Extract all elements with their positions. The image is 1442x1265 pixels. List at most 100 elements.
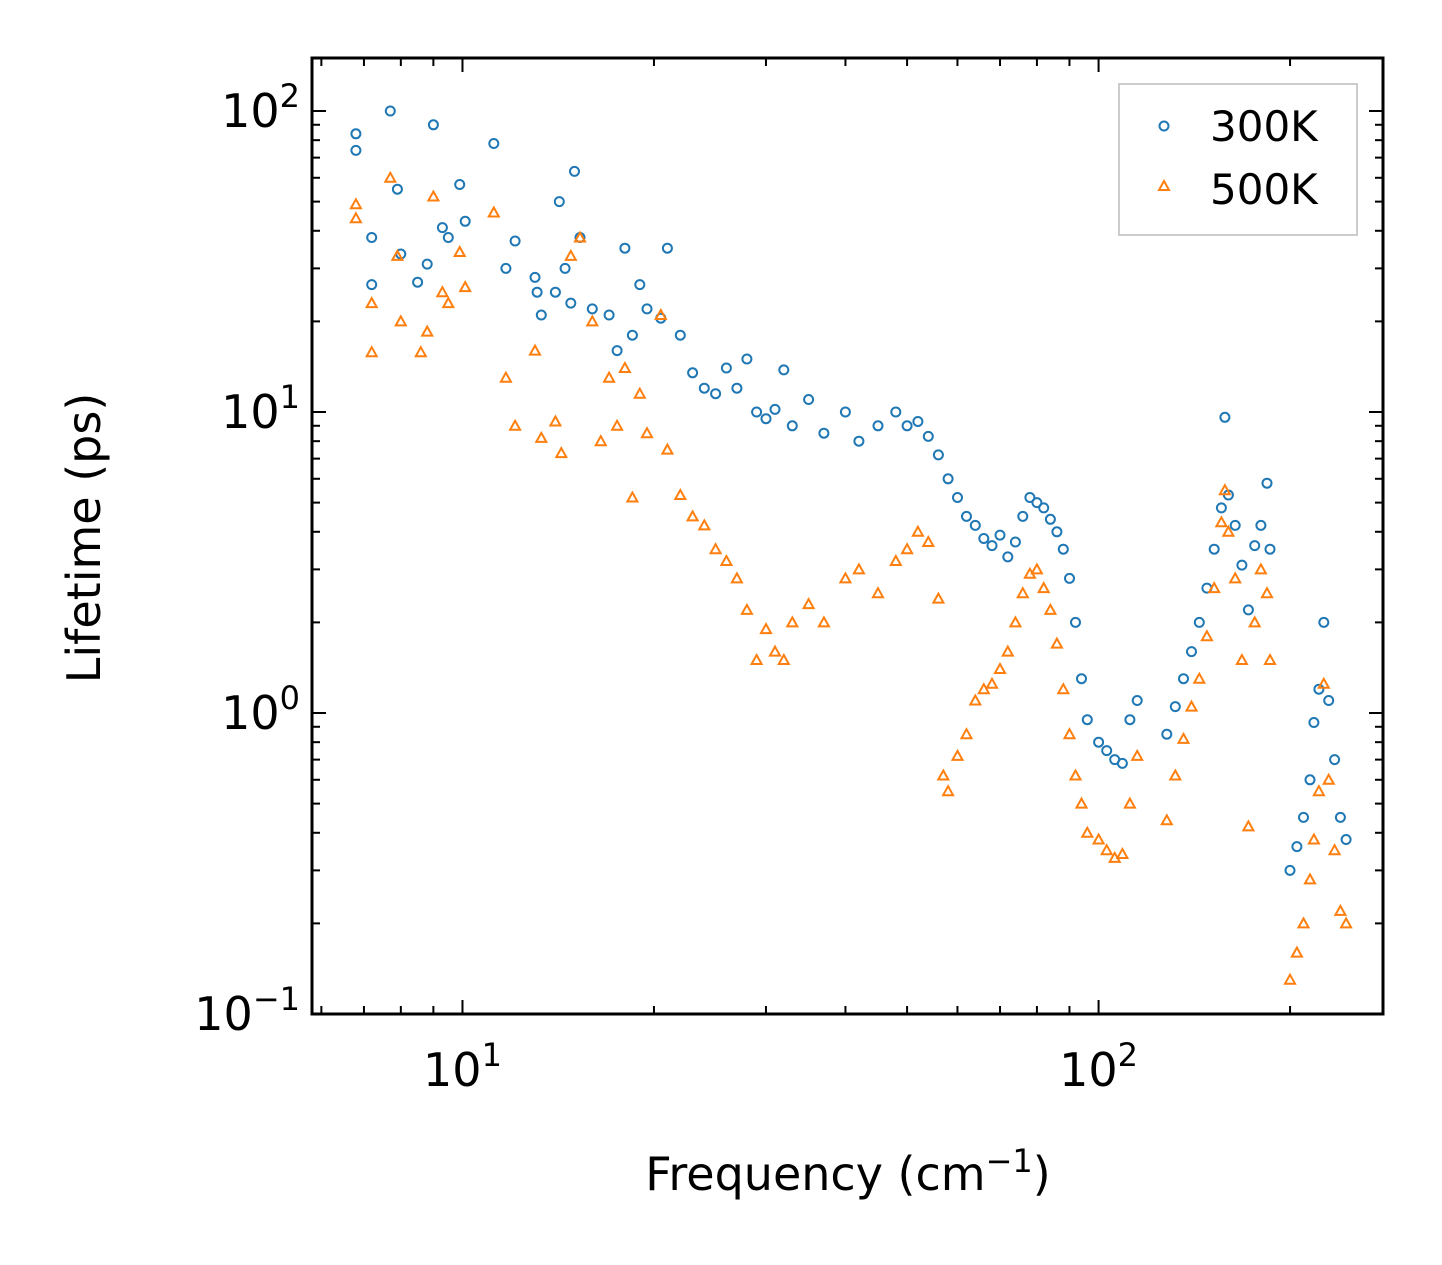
- point-300k-26: [586, 303, 598, 315]
- point-500k-19: [548, 414, 563, 427]
- point-500k-1: [349, 211, 363, 224]
- point-500k-56: [941, 784, 955, 797]
- point-500k-72: [1062, 727, 1077, 740]
- point-500k-39: [740, 602, 754, 615]
- point-300k-44: [769, 403, 781, 415]
- point-500k-49: [871, 586, 885, 599]
- point-300k-27: [603, 309, 615, 321]
- y-tick-label-exp: 0: [280, 679, 300, 717]
- legend-box: [1118, 83, 1358, 236]
- y-tick-label-2: 101: [221, 378, 300, 439]
- point-300k-59: [961, 510, 972, 522]
- point-300k-72: [1057, 543, 1069, 555]
- point-300k-85: [1178, 673, 1189, 685]
- legend: 300K 500K: [1118, 83, 1358, 236]
- point-300k-74: [1070, 616, 1081, 628]
- point-500k-71: [1056, 682, 1070, 695]
- point-300k-46: [786, 420, 798, 432]
- ticks-layer: [312, 58, 1383, 1015]
- point-500k-45: [801, 597, 816, 610]
- y-tick-label-1: 100: [221, 679, 300, 740]
- series-300k: [350, 105, 1352, 876]
- point-500k-62: [993, 661, 1007, 674]
- point-300k-4: [384, 105, 396, 117]
- x-axis-title-sup: −1: [986, 1142, 1033, 1180]
- point-500k-23: [585, 314, 599, 327]
- point-300k-19: [535, 309, 547, 321]
- point-500k-22: [573, 230, 587, 243]
- point-500k-67: [1030, 562, 1044, 575]
- point-300k-107: [1323, 695, 1335, 706]
- point-300k-104: [1308, 717, 1320, 728]
- point-300k-39: [720, 362, 732, 374]
- point-300k-77: [1093, 736, 1105, 748]
- point-500k-100: [1290, 945, 1304, 958]
- point-300k-10: [436, 222, 448, 234]
- point-500k-101: [1296, 916, 1311, 929]
- point-500k-32: [660, 442, 675, 455]
- point-300k-58: [952, 492, 963, 503]
- point-300k-69: [1038, 502, 1050, 514]
- point-300k-90: [1215, 502, 1227, 514]
- point-500k-29: [633, 386, 647, 399]
- point-300k-96: [1249, 540, 1261, 552]
- point-500k-38: [730, 571, 744, 584]
- point-500k-14: [487, 205, 501, 218]
- point-300k-17: [529, 271, 541, 283]
- point-500k-10: [435, 285, 450, 298]
- x-axis-title-end: ): [1033, 1147, 1051, 1201]
- point-300k-56: [932, 449, 944, 461]
- point-300k-35: [674, 329, 686, 341]
- point-500k-43: [777, 652, 791, 665]
- point-300k-12: [454, 179, 466, 190]
- point-500k-27: [618, 360, 632, 373]
- legend-label-500k: 500K: [1210, 165, 1319, 214]
- point-500k-11: [441, 296, 455, 309]
- point-500k-96: [1254, 562, 1268, 575]
- y-tick-label-exp: −1: [253, 980, 300, 1018]
- point-300k-51: [872, 420, 884, 432]
- point-300k-95: [1242, 604, 1254, 616]
- point-300k-53: [901, 420, 913, 432]
- point-300k-21: [553, 196, 565, 208]
- plot-frame: [310, 56, 1385, 1016]
- point-300k-9: [427, 119, 439, 131]
- point-500k-108: [1333, 903, 1348, 916]
- point-500k-75: [1080, 825, 1094, 838]
- point-500k-52: [911, 524, 925, 537]
- point-500k-44: [785, 615, 799, 628]
- point-500k-103: [1307, 832, 1321, 845]
- point-500k-74: [1074, 796, 1089, 809]
- point-500k-13: [458, 280, 472, 293]
- point-300k-7: [412, 276, 424, 288]
- point-300k-89: [1208, 543, 1220, 555]
- point-300k-43: [760, 413, 772, 425]
- point-300k-105: [1313, 683, 1325, 695]
- point-300k-38: [710, 388, 722, 400]
- point-300k-24: [569, 165, 580, 177]
- point-300k-81: [1124, 714, 1136, 726]
- point-300k-13: [459, 215, 471, 227]
- point-500k-57: [950, 748, 965, 761]
- point-500k-15: [499, 370, 513, 383]
- point-500k-36: [708, 542, 723, 555]
- x-axis-title: Frequency (cm−1): [645, 1142, 1050, 1201]
- point-300k-93: [1229, 519, 1241, 531]
- point-500k-28: [625, 490, 640, 503]
- x-tick-label-exp: 1: [482, 1036, 502, 1074]
- point-500k-86: [1192, 671, 1206, 684]
- point-500k-18: [534, 430, 548, 443]
- point-300k-14: [488, 138, 500, 149]
- point-500k-47: [838, 571, 853, 584]
- point-300k-1: [350, 144, 362, 156]
- point-300k-94: [1236, 559, 1248, 571]
- point-300k-54: [912, 416, 924, 427]
- point-500k-65: [1016, 586, 1030, 599]
- point-500k-20: [554, 446, 568, 459]
- point-500k-5: [390, 248, 405, 261]
- point-300k-28: [611, 345, 623, 357]
- point-300k-63: [994, 529, 1006, 541]
- point-500k-85: [1184, 699, 1199, 712]
- point-500k-93: [1235, 652, 1249, 665]
